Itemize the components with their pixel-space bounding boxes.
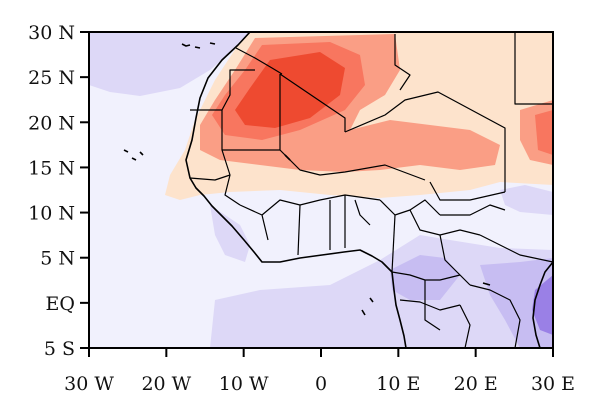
purple-region-northwest <box>89 32 250 96</box>
country-borders <box>189 32 553 348</box>
longitude-axis: 30 W 20 W 10 W 0 10 E 20 E 30 E <box>64 348 575 395</box>
east-coastline <box>532 261 553 348</box>
purple-region-ne-patch <box>500 185 553 215</box>
lat-tick-label: 10 N <box>28 203 75 225</box>
latitude-axis: 30 N 25 N 20 N 15 N 10 N 5 N EQ 5 S <box>28 22 89 360</box>
lat-tick-label: EQ <box>46 293 75 315</box>
lat-tick-label: 5 N <box>40 248 75 270</box>
africa-coastline <box>185 32 407 348</box>
lon-tick-label: 0 <box>315 373 327 395</box>
lat-tick-label: 5 S <box>44 338 75 360</box>
purple-region-congo <box>390 255 460 300</box>
lon-tick-label: 20 E <box>454 373 498 395</box>
lon-tick-label: 10 E <box>376 373 420 395</box>
lat-tick-label: 15 N <box>28 157 75 179</box>
lat-tick-label: 25 N <box>28 67 75 89</box>
lat-tick-label: 20 N <box>28 112 75 134</box>
plot-area <box>89 32 553 348</box>
islands <box>123 42 491 316</box>
purple-region-westcoast <box>210 205 250 262</box>
pale-region-northeast <box>515 32 553 100</box>
lon-tick-label: 30 E <box>531 373 575 395</box>
purple-region-deep <box>532 275 553 335</box>
light-red-region-east <box>535 110 553 155</box>
red-region-core <box>235 52 345 128</box>
lon-tick-label: 10 W <box>219 373 269 395</box>
lon-tick-label: 30 W <box>64 373 114 395</box>
lon-tick-label: 20 W <box>141 373 191 395</box>
lat-tick-label: 30 N <box>28 22 75 44</box>
